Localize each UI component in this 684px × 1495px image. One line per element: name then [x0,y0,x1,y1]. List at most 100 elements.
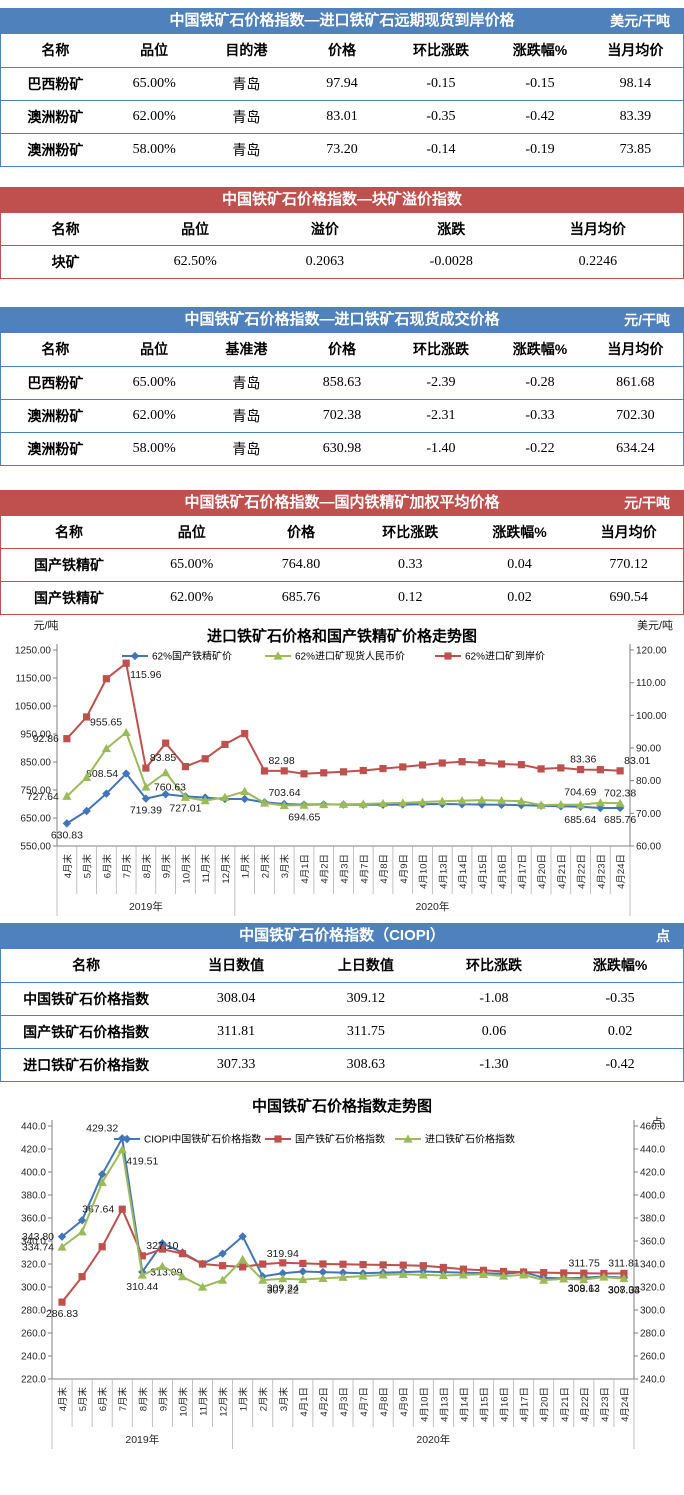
x-axis-category-label: 4月10日 [419,1387,430,1422]
left-axis-tick-label: 240.0 [21,1351,46,1362]
x-axis-category-label: 4月8日 [379,1387,390,1417]
data-point-label: 308.63 [568,1283,600,1295]
data-point-label: 309.24 [267,1282,299,1294]
x-axis-category-label: 9月末 [157,1386,169,1411]
data-point-triangle-icon [559,1273,569,1283]
legend-label: 进口铁矿石价格指数 [425,1132,515,1145]
table-row: 巴西粉矿 65.00% 青岛 97.94 -0.15 -0.15 98.14 [0,67,684,101]
data-point-square-icon [320,769,328,777]
table-cell: -0.19 [492,133,588,167]
x-axis-category-label: 12月末 [220,854,232,884]
data-point-triangle-icon [496,796,507,805]
table-cell: 62.00% [109,100,199,134]
table-title: 中国铁矿石价格指数—块矿溢价指数 [221,190,462,208]
right-axis-tick-label: 280.0 [640,1328,665,1339]
table-row: 澳洲粉矿 62.00% 青岛 702.38 -2.31 -0.33 702.30 [0,399,684,433]
data-point-triangle-icon [457,796,467,805]
data-point-triangle-icon [398,798,408,807]
table-cell: 858.63 [294,366,390,400]
column-header: 当月均价 [574,515,684,549]
data-point-triangle-icon [259,798,270,807]
table-header-band: 中国铁矿石价格指数—进口铁矿石现货成交价格 元/干吨 [0,307,684,333]
series-triangle: 334.74 419.51 310.44 307.22 308.63 307.33 [22,1144,640,1296]
data-point-diamond-icon [238,1231,247,1241]
x-axis-category-label: 4月1日 [300,854,311,884]
column-header: 溢价 [260,212,390,246]
table-cell: -0.42 [557,1048,684,1082]
x-axis-category-label: 2月末 [258,1386,270,1411]
data-point-square-icon [198,1259,207,1268]
column-header: 环比涨跌 [430,949,558,983]
table-cell: 73.20 [294,133,390,167]
year-group-labels: 2019年 2020年 [56,894,631,916]
table-cell: 307.33 [171,1048,302,1082]
x-axis-category-label: 12月末 [218,1386,230,1416]
data-point-triangle-icon [418,1269,428,1279]
column-header: 价格 [294,333,390,367]
data-point-triangle-icon [619,1273,629,1282]
table-row: 块矿 62.50% 0.2063 -0.0028 0.2246 [0,245,684,279]
data-point-label: 115.96 [130,669,161,681]
data-table: 名称 品位 基准港 价格 环比涨跌 涨跌幅% 当月均价 巴西粉矿 65.00% 青岛 858.63-… [0,333,684,466]
data-point-triangle-icon [556,799,566,809]
table-lump-premium: 中国铁矿石价格指数—块矿溢价指数 名称 品位 溢价 涨跌 当月均价 块矿 62.50% 0.2… [0,186,684,279]
x-axis-category-label: 4月末 [62,854,74,879]
data-point-label: 319.94 [267,1248,299,1260]
table-cell: 0.04 [464,548,575,582]
legend-label: 62%进口矿现货人民币价 [295,650,405,663]
table-cell: 83.01 [294,100,390,134]
column-header: 涨跌幅% [464,515,575,549]
table-cell: 青岛 [198,133,295,167]
data-point-triangle-icon [338,799,349,808]
table-unit: 元/干吨 [624,494,670,511]
left-axis-tick-label: 340.0 [21,1236,46,1247]
right-axis-tick-label: 300.0 [640,1305,665,1316]
right-axis-tick-label: 240.0 [640,1374,665,1385]
table-cell: 澳洲粉矿 [0,432,110,466]
table-title: 中国铁矿石价格指数—进口铁矿石现货成交价格 [184,311,500,328]
legend-square-icon [274,1134,282,1143]
series-triangle: 727.64 955.65 760.63 703.64 694.65 704.69 702.… [27,716,637,823]
x-axis-category-label: 8月末 [141,854,153,879]
column-header: 名称 [0,333,110,367]
data-point-diamond-icon [57,1231,67,1241]
column-header: 当月均价 [587,333,684,367]
table-row: 进口铁矿石价格指数 307.33 308.63 -1.30 -0.42 [0,1048,684,1082]
table-cell: 巴西粉矿 [0,366,110,400]
table-row: 中国铁矿石价格指数 308.04 309.12 -1.08 -0.35 [0,982,684,1016]
data-point-label: 429.32 [86,1122,118,1134]
table-cell: 中国铁矿石价格指数 [0,982,172,1016]
table-row: 国产铁矿石价格指数 311.81 311.75 0.06 0.02 [0,1015,684,1049]
x-axis-category-label: 4月7日 [359,1387,370,1417]
data-point-triangle-icon [217,1275,228,1284]
data-point-diamond-icon [298,1266,308,1276]
right-axis-tick-label: 400.0 [640,1190,665,1201]
table-cell: 澳洲粉矿 [0,100,110,134]
table-cell: 311.75 [301,1015,431,1049]
x-axis-category-label: 4月14日 [459,1387,470,1422]
table-cell: 630.98 [294,432,390,466]
data-point-label: 703.64 [268,787,300,799]
data-point-triangle-icon [97,1177,107,1186]
data-point-label: 311.81 [608,1257,639,1269]
x-axis-category-label: 4月8日 [379,854,390,884]
table-row: 国产铁精矿 65.00% 764.80 0.33 0.04 770.12 [0,548,684,582]
data-point-triangle-icon [595,798,605,807]
data-point-triangle-icon [220,792,230,801]
table-cell: -0.15 [389,67,493,101]
table-cell: 青岛 [198,67,295,101]
column-header: 品位 [109,333,199,367]
x-axis-category-label: 4月2日 [320,854,331,884]
x-axis-category-label: 4月21日 [557,854,568,889]
x-axis-category-label: 4月9日 [399,854,410,884]
table-cell: -1.40 [389,432,493,466]
x-axis-category-label: 4月24日 [620,1387,631,1422]
left-axis-tick-label: 280.0 [21,1305,46,1316]
data-point-square-icon [399,763,407,771]
table-cell: -0.28 [492,366,588,400]
table-header-band: 中国铁矿石价格指数—进口铁矿石远期现货到岸价格 美元/干吨 [0,8,684,34]
data-point-triangle-icon [398,1269,408,1278]
table-cell: 0.12 [355,581,465,615]
data-point-square-icon [577,765,585,774]
table-cell: 309.12 [301,982,431,1016]
